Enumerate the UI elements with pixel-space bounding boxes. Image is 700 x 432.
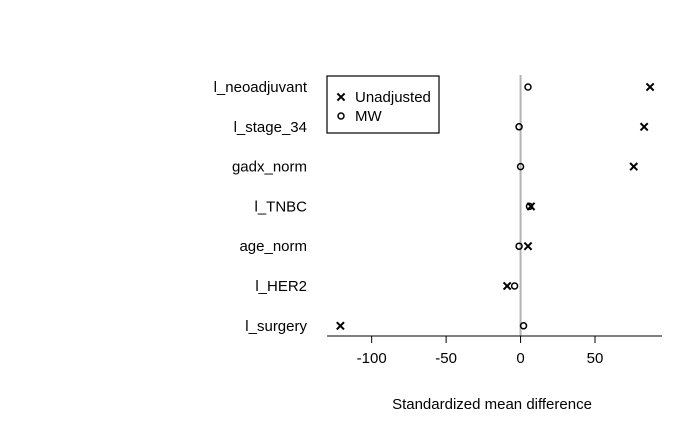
unadjusted-point [336,321,345,331]
y-category-label: l_TNBC [254,198,307,215]
x-axis-title: Standardized mean difference [392,396,592,413]
legend: Unadjusted MW [326,75,440,134]
x-axis: -100 -50 0 50 [327,335,662,367]
legend-mw-icon [337,112,345,120]
mw-point [516,162,525,171]
x-marker-stroke [639,122,649,132]
legend-label: MW [355,108,382,125]
x-tick-label: -50 [435,350,457,367]
x-marker-stroke [523,241,533,251]
unadjusted-point [523,241,533,251]
x-marker-stroke [336,321,345,331]
x-tick-label: -100 [357,350,387,367]
mw-point [524,83,532,91]
x-tick-label: 50 [587,350,604,367]
y-category-label: l_HER2 [255,278,307,295]
x-marker-stroke [336,92,346,102]
unadjusted-point [502,281,512,291]
legend-unadjusted-icon [336,92,346,102]
x-marker-stroke [502,281,512,291]
unadjusted-point [645,82,655,92]
mw-point [510,282,519,290]
legend-label: Unadjusted [355,89,431,106]
x-marker-stroke [645,82,655,92]
data-points [336,82,655,331]
y-category-label: age_norm [239,238,307,255]
mw-point [515,123,523,131]
unadjusted-point [629,162,639,171]
y-category-label: l_neoadjuvant [214,79,308,96]
y-axis-labels: l_neoadjuvant l_stage_34 gadx_norm l_TNBCag… [214,79,308,335]
mw-point [525,202,534,211]
unadjusted-point [639,122,649,132]
mw-point [515,242,523,250]
y-category-label: l_stage_34 [234,119,307,136]
legend-box [326,75,440,134]
mw-point [519,322,528,330]
x-marker-stroke [629,162,639,171]
y-category-label: gadx_norm [232,159,307,176]
x-tick-label: 0 [516,350,524,367]
y-category-label: l_surgery [245,318,307,335]
